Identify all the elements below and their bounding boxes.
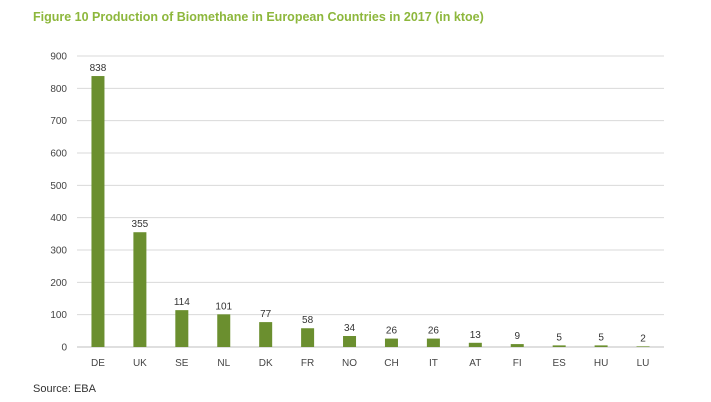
x-tick-label-NO: NO <box>342 358 357 369</box>
data-label-FI: 9 <box>514 331 520 342</box>
y-tick-label: 500 <box>50 181 67 192</box>
bar-AT <box>468 342 482 347</box>
bar-CH <box>384 338 398 347</box>
bars <box>91 76 650 348</box>
source-note: Source: EBA <box>33 383 96 395</box>
data-label-UK: 355 <box>132 219 149 230</box>
y-tick-label: 800 <box>50 84 67 95</box>
data-label-ES: 5 <box>556 332 562 343</box>
data-label-CH: 26 <box>386 326 398 337</box>
bar-IT <box>426 338 440 347</box>
x-tick-label-FR: FR <box>301 358 314 369</box>
data-labels: 838 355 114 101 77 58 34 26 26 13 9 5 5 2 <box>90 63 647 344</box>
data-label-HU: 5 <box>598 332 604 343</box>
bar-DE <box>91 76 105 348</box>
bar-NL <box>217 314 231 347</box>
y-tick-label: 0 <box>61 343 67 354</box>
gridlines <box>77 55 664 348</box>
bar-DK <box>259 322 273 347</box>
y-tick-label: 100 <box>50 310 67 321</box>
x-tick-label-LU: LU <box>637 358 650 369</box>
x-tick-label-UK: UK <box>133 358 147 369</box>
x-axis-ticks: DE UK SE NL DK FR NO CH IT AT FI ES HU LU <box>91 358 649 369</box>
y-tick-label: 900 <box>50 52 67 63</box>
bar-ES <box>552 345 566 347</box>
x-tick-label-DE: DE <box>91 358 105 369</box>
bar-UK <box>133 232 147 347</box>
bar-SE <box>175 310 189 347</box>
data-label-FR: 58 <box>302 315 314 326</box>
data-label-DE: 838 <box>90 63 107 74</box>
data-label-AT: 13 <box>470 330 482 341</box>
y-tick-label: 200 <box>50 278 67 289</box>
chart-title: Figure 10 Production of Biomethane in Eu… <box>33 10 484 24</box>
data-label-SE: 114 <box>174 297 190 308</box>
y-tick-label: 400 <box>50 213 67 224</box>
y-tick-label: 300 <box>50 246 67 257</box>
data-label-DK: 77 <box>260 309 272 320</box>
bar-LU <box>636 346 650 347</box>
x-tick-label-DK: DK <box>259 358 273 369</box>
data-label-NO: 34 <box>344 323 356 334</box>
data-label-NL: 101 <box>215 301 232 312</box>
x-tick-label-ES: ES <box>553 358 567 369</box>
y-tick-label: 700 <box>50 116 67 127</box>
y-tick-label: 600 <box>50 149 67 160</box>
x-tick-label-FI: FI <box>513 358 522 369</box>
x-tick-label-IT: IT <box>429 358 438 369</box>
bar-HU <box>594 345 608 347</box>
x-tick-label-AT: AT <box>469 358 481 369</box>
bar-NO <box>343 336 357 347</box>
data-label-LU: 2 <box>640 333 646 344</box>
x-tick-label-NL: NL <box>217 358 230 369</box>
bar-FR <box>301 328 315 347</box>
data-label-IT: 26 <box>428 326 440 337</box>
y-axis-ticks: 0 100 200 300 400 500 600 700 800 900 <box>50 52 67 354</box>
x-tick-label-HU: HU <box>594 358 608 369</box>
x-tick-label-SE: SE <box>175 358 189 369</box>
bar-FI <box>510 344 524 347</box>
x-tick-label-CH: CH <box>384 358 398 369</box>
